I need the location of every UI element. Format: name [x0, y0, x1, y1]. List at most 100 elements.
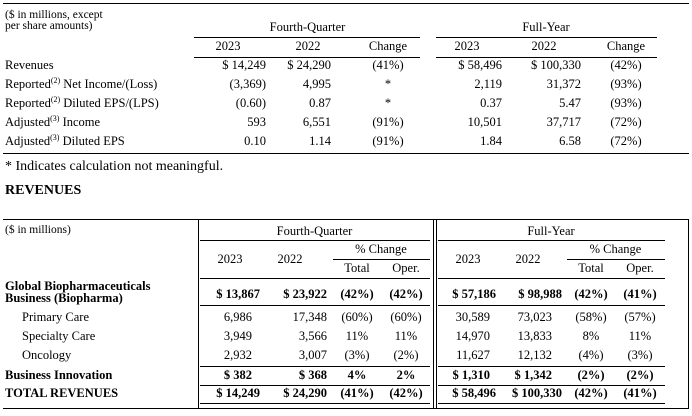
- revenues-cell: (41%): [623, 287, 657, 301]
- revenues-cell: (42%): [389, 386, 423, 400]
- revenues-cell: 17,348: [292, 310, 327, 324]
- summary-cell: (72%): [610, 134, 642, 148]
- revenues-cell: $ 100,330: [512, 386, 562, 400]
- summary-cell: *: [384, 96, 392, 110]
- revenues-cell: $ 23,922: [283, 287, 327, 301]
- revenues-cell: 11,627: [456, 348, 490, 362]
- summary-group-fourth-quarter: Fourth-Quarter: [269, 20, 346, 34]
- summary-cell: 6.58: [559, 134, 581, 148]
- summary-row-label: Reported(2) Diluted EPS/(LPS): [5, 95, 159, 111]
- revenues-cell: 3,566: [298, 329, 327, 343]
- revenues-cell: (42%): [574, 287, 608, 301]
- summary-col-2023-fy: 2023: [454, 39, 480, 53]
- revenues-cell: (60%): [390, 310, 422, 324]
- revenues-row-label: Oncology: [22, 348, 72, 362]
- revenues-row-label: TOTAL REVENUES: [5, 386, 119, 400]
- summary-cell: $ 58,496: [458, 58, 502, 72]
- revenues-cell: (4%): [578, 348, 604, 362]
- revenues-cell: $ 1,342: [514, 368, 553, 382]
- revenues-cell: 30,589: [455, 310, 490, 324]
- summary-col-change-fy: Change: [606, 39, 646, 53]
- revenues-col-2023-q: 2023: [217, 252, 243, 266]
- revenues-col-total-q: Total: [344, 261, 370, 275]
- summary-cell: $ 14,249: [222, 58, 266, 72]
- summary-cell: $ 100,330: [531, 58, 581, 72]
- revenues-col-2022-q: 2022: [277, 252, 303, 266]
- summary-cell: 4,995: [302, 77, 331, 91]
- revenues-cell: $ 14,249: [216, 386, 260, 400]
- revenues-cell: 13,833: [517, 329, 552, 343]
- revenues-cell: $ 13,867: [216, 287, 260, 301]
- revenues-cell: 11%: [628, 329, 652, 343]
- revenues-cell: 2,932: [223, 348, 252, 362]
- revenues-cell: (3%): [627, 348, 653, 362]
- revenues-cell: 12,132: [517, 348, 552, 362]
- revenues-cell: 3,949: [223, 329, 252, 343]
- revenues-cell: (41%): [340, 386, 374, 400]
- summary-cell: (91%): [372, 134, 404, 148]
- summary-caption-line1: ($ in millions, except: [5, 9, 103, 21]
- summary-cell: (0.60): [235, 96, 266, 110]
- revenues-row-label: Primary Care: [22, 310, 89, 324]
- revenues-cell: $ 382: [223, 368, 252, 382]
- revenues-col-oper-q: Oper.: [392, 261, 420, 275]
- summary-cell: (93%): [610, 77, 642, 91]
- revenues-cell: 73,023: [517, 310, 552, 324]
- revenues-col-total-fy: Total: [578, 261, 604, 275]
- revenues-pct-change-fy: % Change: [589, 242, 642, 256]
- revenues-row-label: Global Biopharmaceuticals Business (Biop…: [5, 279, 151, 305]
- summary-cell: 31,372: [546, 77, 581, 91]
- revenues-col-2023-fy: 2023: [455, 252, 481, 266]
- revenues-cell: 11%: [345, 329, 369, 343]
- revenues-col-2022-fy: 2022: [515, 252, 541, 266]
- footnote: * Indicates calculation not meaningful.: [5, 159, 224, 174]
- revenues-cell: (2%): [577, 368, 605, 382]
- summary-cell: 37,717: [546, 115, 581, 129]
- summary-cell: 0.37: [480, 96, 502, 110]
- revenues-cell: 14,970: [455, 329, 490, 343]
- revenues-cell: (42%): [340, 287, 374, 301]
- revenues-cell: 2%: [396, 368, 416, 382]
- summary-row-label: Adjusted(3) Diluted EPS: [5, 133, 125, 149]
- revenues-group-full-year: Full-Year: [527, 224, 575, 238]
- revenues-row-label: Business Innovation: [5, 368, 113, 382]
- revenues-cell: $ 58,496: [452, 386, 496, 400]
- summary-row-label: Adjusted(3) Income: [5, 114, 101, 130]
- summary-group-full-year: Full-Year: [522, 20, 570, 34]
- revenues-cell: (42%): [389, 287, 423, 301]
- summary-caption-line2: per share amounts): [5, 20, 93, 32]
- revenues-cell: (2%): [393, 348, 419, 362]
- revenues-cell: 4%: [347, 368, 367, 382]
- summary-col-2023-q: 2023: [215, 39, 241, 53]
- summary-cell: 593: [247, 115, 266, 129]
- section-title: REVENUES: [5, 183, 82, 198]
- revenues-row-label: Specialty Care: [22, 329, 96, 343]
- revenues-cell: $ 24,290: [283, 386, 327, 400]
- revenues-pct-change-q: % Change: [355, 242, 407, 256]
- summary-col-2022-fy: 2022: [531, 39, 557, 53]
- summary-cell: (42%): [610, 58, 642, 72]
- revenues-cell: (2%): [626, 368, 654, 382]
- revenues-cell: 3,007: [298, 348, 327, 362]
- summary-cell: 0.87: [309, 96, 331, 110]
- summary-cell: (91%): [372, 115, 404, 129]
- summary-cell: 2,119: [474, 77, 502, 91]
- summary-cell: 5.47: [559, 96, 581, 110]
- revenues-col-oper-fy: Oper.: [626, 261, 654, 275]
- summary-cell: (72%): [610, 115, 642, 129]
- revenues-cell: (42%): [574, 386, 608, 400]
- summary-cell: $ 24,290: [287, 58, 331, 72]
- summary-cell: (41%): [372, 58, 404, 72]
- summary-row-label: Revenues: [5, 58, 54, 72]
- revenues-cell: $ 368: [298, 368, 327, 382]
- summary-col-2022-q: 2022: [295, 39, 321, 53]
- revenues-cell: (41%): [623, 386, 657, 400]
- summary-col-change-q: Change: [368, 39, 408, 53]
- revenues-cell: (3%): [344, 348, 370, 362]
- summary-cell: (93%): [610, 96, 642, 110]
- summary-cell: *: [384, 77, 392, 91]
- revenues-cell: (58%): [575, 310, 607, 324]
- summary-cell: 6,551: [302, 115, 331, 129]
- revenues-group-fourth-quarter: Fourth-Quarter: [276, 224, 353, 238]
- revenues-cell: $ 1,310: [452, 368, 491, 382]
